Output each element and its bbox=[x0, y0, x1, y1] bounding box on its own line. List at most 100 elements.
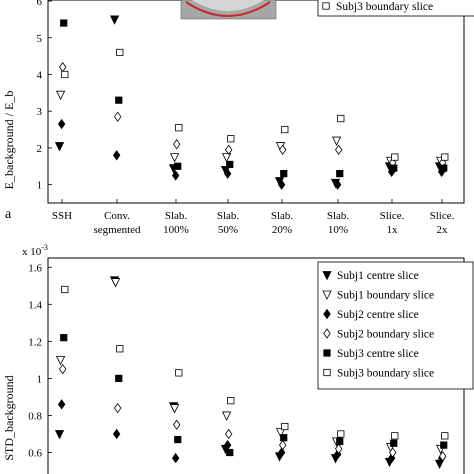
bottom-legend: Subj1 centre slice Subj1 boundary slice Su… bbox=[317, 261, 474, 390]
data-point bbox=[55, 90, 66, 101]
x-tick-label: Slab. 10% bbox=[327, 210, 350, 236]
data-point bbox=[441, 153, 449, 161]
data-point bbox=[227, 397, 235, 405]
data-point bbox=[61, 70, 69, 79]
top-y-axis-label: E_background / E_b bbox=[2, 91, 16, 190]
data-point bbox=[225, 428, 233, 440]
data-point bbox=[337, 114, 345, 123]
data-point bbox=[59, 363, 67, 375]
legend-label: Subj1 boundary slice bbox=[337, 290, 434, 302]
x-tick-label: Conv. segmented bbox=[93, 210, 141, 236]
data-point bbox=[60, 19, 68, 27]
data-point bbox=[112, 150, 121, 161]
data-point bbox=[441, 432, 449, 440]
data-point bbox=[280, 170, 288, 178]
data-point bbox=[174, 162, 182, 170]
data-point bbox=[169, 404, 180, 414]
top-chart: Subj3 boundary slice E_background / E_b … bbox=[2, 0, 474, 236]
data-point bbox=[390, 164, 398, 172]
data-point bbox=[61, 285, 69, 294]
data-point bbox=[175, 369, 183, 377]
data-point bbox=[440, 441, 448, 449]
data-point bbox=[391, 153, 399, 161]
data-point bbox=[174, 435, 182, 444]
data-point bbox=[336, 170, 344, 178]
data-point bbox=[277, 447, 286, 458]
panel-label-a: a bbox=[5, 207, 12, 222]
legend-marker bbox=[322, 2, 330, 10]
data-point bbox=[281, 422, 289, 431]
legend-label: Subj1 centre slice bbox=[337, 270, 419, 282]
bottom-y-axis-label: STD_background bbox=[2, 375, 16, 460]
inset-image bbox=[180, 0, 277, 20]
legend-label: Subj3 boundary slice bbox=[336, 1, 433, 13]
y-tick-label: 0.8 bbox=[28, 410, 42, 422]
data-point bbox=[390, 439, 398, 447]
data-point bbox=[114, 402, 122, 414]
data-point bbox=[226, 160, 234, 169]
data-point bbox=[173, 139, 181, 150]
data-point bbox=[335, 144, 343, 155]
y-tick-label: 1.4 bbox=[28, 299, 42, 311]
data-point bbox=[337, 430, 345, 438]
x-tick-label: Slab. 20% bbox=[271, 210, 294, 236]
legend-marker bbox=[322, 271, 332, 281]
data-point bbox=[57, 118, 66, 130]
y-tick-label: 1 bbox=[37, 180, 43, 192]
data-point bbox=[109, 15, 120, 25]
legend-label: Subj2 centre slice bbox=[337, 309, 419, 321]
data-point bbox=[221, 153, 232, 163]
data-point bbox=[115, 374, 123, 383]
data-point bbox=[169, 153, 180, 163]
data-point bbox=[57, 399, 66, 410]
data-point bbox=[333, 179, 342, 190]
legend-marker bbox=[323, 349, 331, 357]
legend-marker bbox=[323, 328, 331, 339]
y-tick-label: 4 bbox=[37, 69, 43, 81]
y-tick-label: 5 bbox=[37, 33, 43, 45]
top-legend: Subj3 boundary slice bbox=[317, 0, 474, 17]
x-tick-label: Slice. 1x bbox=[380, 210, 405, 236]
data-point bbox=[171, 170, 180, 181]
data-point bbox=[173, 419, 181, 430]
data-point bbox=[171, 452, 180, 464]
x-tick-label: Slab. 50% bbox=[217, 210, 240, 236]
data-point bbox=[226, 448, 234, 457]
data-point bbox=[54, 142, 65, 152]
legend-label: Subj3 centre slice bbox=[337, 348, 419, 360]
data-point bbox=[439, 451, 447, 462]
data-point bbox=[275, 428, 286, 438]
data-point bbox=[110, 278, 121, 288]
x-tick-label: Slab. 100% bbox=[163, 210, 189, 236]
data-point bbox=[114, 111, 122, 122]
y-tick-label: 1.2 bbox=[28, 336, 42, 348]
data-point bbox=[225, 144, 233, 155]
data-point bbox=[335, 443, 343, 454]
legend-box bbox=[317, 261, 474, 390]
data-point bbox=[59, 61, 67, 73]
data-point bbox=[221, 411, 232, 421]
y-tick-label: 2 bbox=[37, 143, 43, 155]
legend-label: Subj3 boundary slice bbox=[337, 368, 434, 380]
y-multiplier-label: x 10-3 bbox=[22, 243, 48, 258]
legend-marker bbox=[323, 308, 331, 320]
top-plot-frame bbox=[47, 0, 465, 204]
data-point bbox=[115, 96, 123, 104]
bottom-chart: x 10-3 STD_background Subj1 centre slice… bbox=[2, 243, 474, 474]
y-tick-label: 3 bbox=[37, 106, 43, 118]
legend-label: Subj2 boundary slice bbox=[337, 329, 434, 341]
data-point bbox=[175, 124, 183, 132]
data-point bbox=[279, 144, 287, 155]
data-point bbox=[116, 345, 124, 353]
legend-marker bbox=[323, 368, 331, 377]
data-point bbox=[440, 164, 448, 172]
data-point bbox=[331, 136, 342, 146]
data-point bbox=[55, 355, 66, 366]
data-point bbox=[336, 437, 344, 445]
data-point bbox=[391, 432, 399, 440]
x-tick-label: Slice. 2x bbox=[430, 210, 455, 236]
y-tick-label: 0.6 bbox=[28, 448, 42, 460]
x-tick-label: SSH bbox=[52, 210, 72, 222]
data-point bbox=[277, 179, 286, 190]
